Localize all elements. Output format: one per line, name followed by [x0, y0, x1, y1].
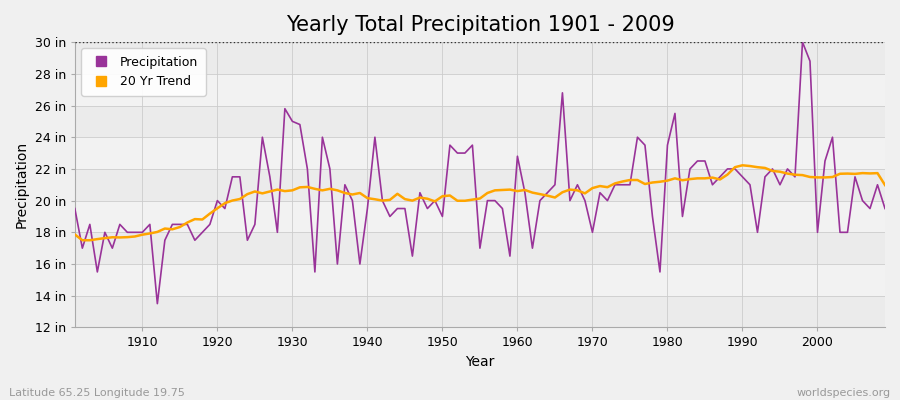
Bar: [75, 264, 885, 296]
Title: Yearly Total Precipitation 1901 - 2009: Yearly Total Precipitation 1901 - 2009: [285, 15, 674, 35]
Bar: [75, 169, 885, 201]
Text: worldspecies.org: worldspecies.org: [796, 388, 891, 398]
Bar: [75, 106, 885, 137]
Bar: [75, 201, 885, 232]
X-axis label: Year: Year: [465, 355, 495, 369]
Bar: [75, 232, 885, 264]
Bar: [75, 137, 885, 169]
Bar: [75, 296, 885, 328]
Legend: Precipitation, 20 Yr Trend: Precipitation, 20 Yr Trend: [81, 48, 205, 96]
Bar: [75, 74, 885, 106]
Text: Latitude 65.25 Longitude 19.75: Latitude 65.25 Longitude 19.75: [9, 388, 184, 398]
Bar: [75, 42, 885, 74]
Y-axis label: Precipitation: Precipitation: [15, 141, 29, 228]
